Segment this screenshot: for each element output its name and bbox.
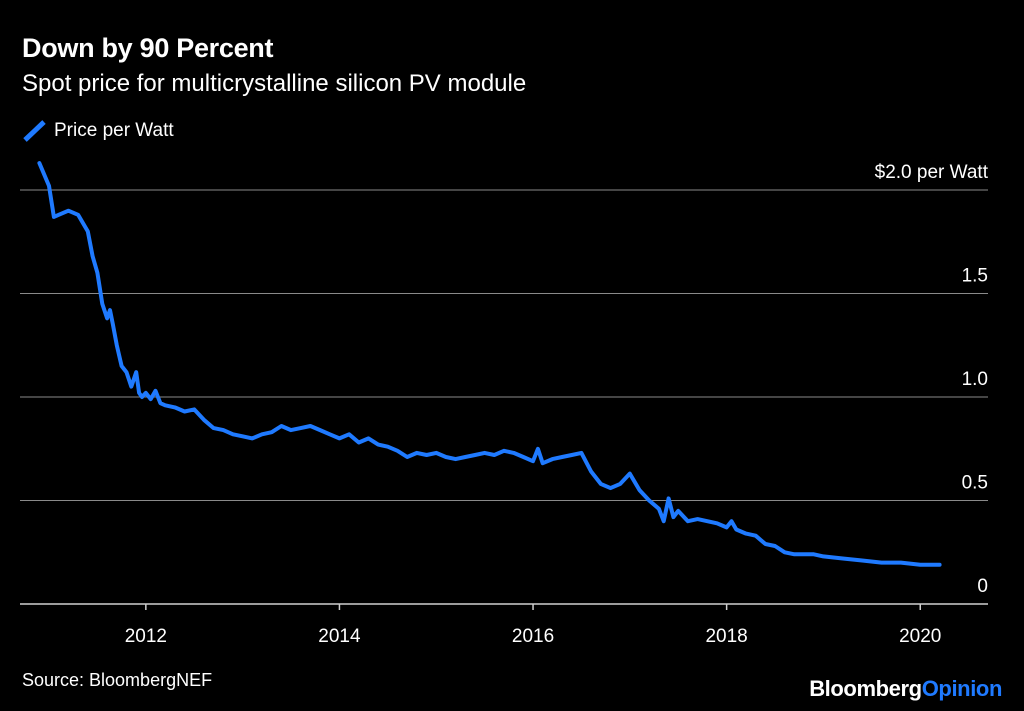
x-tick-label: 2020 — [899, 626, 941, 647]
x-axis: 2012 2014 2016 2018 2020 — [20, 603, 988, 647]
brand-opinion: Opinion — [921, 676, 1003, 701]
x-tick-label: 2014 — [318, 626, 361, 647]
y-tick-label: 1.0 — [962, 369, 988, 390]
series-lines — [37, 161, 942, 567]
legend-line-icon — [23, 120, 46, 142]
chart-subtitle: Spot price for multicrystalline silicon … — [22, 70, 527, 97]
brand-logo: BloombergOpinion — [809, 676, 1002, 702]
legend-label: Price per Watt — [54, 120, 174, 141]
series-line — [37, 161, 942, 567]
y-tick-label: $2.0 per Watt — [875, 162, 989, 183]
y-axis-labels: 0 0.5 1.0 1.5 $2.0 per Watt — [875, 162, 989, 597]
y-tick-label: 0 — [977, 576, 988, 597]
y-tick-label: 0.5 — [962, 473, 988, 494]
x-tick-label: 2018 — [705, 626, 747, 647]
x-tick-label: 2012 — [125, 626, 167, 647]
x-tick-label: 2016 — [512, 626, 554, 647]
source-note: Source: BloombergNEF — [22, 670, 213, 690]
brand-bloomberg: Bloomberg — [809, 676, 922, 701]
chart-title: Down by 90 Percent — [22, 33, 274, 63]
legend: Price per Watt — [22, 118, 174, 144]
y-tick-label: 1.5 — [962, 266, 988, 287]
gridlines — [20, 189, 988, 501]
